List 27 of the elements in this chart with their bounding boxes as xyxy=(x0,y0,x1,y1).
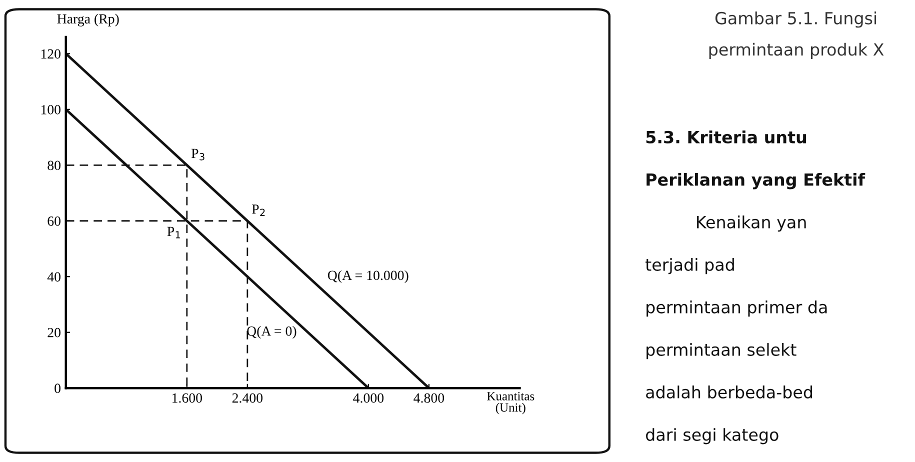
x-tick-label: 4.000 xyxy=(353,393,384,403)
text: dari segi katego xyxy=(646,428,778,444)
text: Kenaikan yan xyxy=(697,216,806,232)
y-tick-label: 20 xyxy=(48,328,60,338)
y-tick-label: 120 xyxy=(41,49,60,59)
x-tick-label: 4.800 xyxy=(414,393,444,403)
text: terjadi pad xyxy=(646,258,734,274)
annotation: P$_{2}$ xyxy=(252,204,265,216)
text: adalah berbeda-bed xyxy=(646,386,812,398)
text: Periklanan yang Efektif xyxy=(646,172,866,190)
text: 5.3. Kriteria untu xyxy=(646,130,806,144)
annotation: P$_{1}$ xyxy=(167,226,180,238)
y-tick-label: 0 xyxy=(54,384,60,394)
text: Gambar 5.1. Fungsi permintaan produk X xyxy=(709,12,884,60)
x-axis-title: Kuantitas (Unit) xyxy=(487,392,534,414)
y-tick-label: 60 xyxy=(48,216,60,226)
y-tick-label: 40 xyxy=(47,272,60,282)
x-tick-label: 1.600 xyxy=(172,393,202,403)
text: permintaan selekt xyxy=(646,343,796,360)
x-tick-label: 2.400 xyxy=(232,393,263,403)
y-axis-title: Harga (Rp) xyxy=(57,14,119,26)
y-tick-label: 100 xyxy=(41,104,60,114)
annotation: Q(A = 0) xyxy=(247,326,296,339)
text: permintaan primer da xyxy=(646,300,827,317)
y-tick-label: 80 xyxy=(48,160,60,170)
annotation: P$_{3}$ xyxy=(191,148,204,160)
annotation: Q(A = 10.000) xyxy=(328,270,408,283)
